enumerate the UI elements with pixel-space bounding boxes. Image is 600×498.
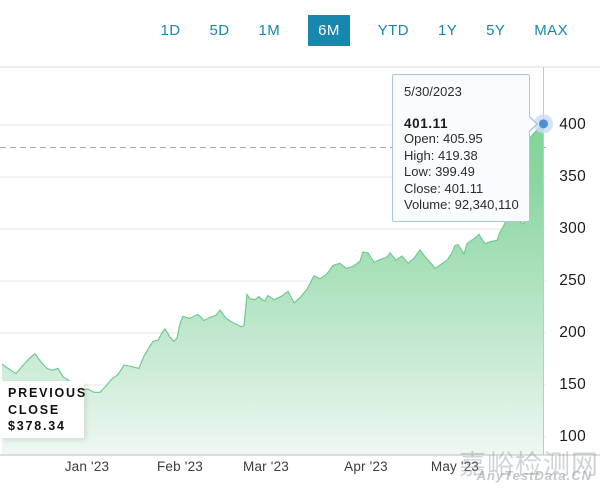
tab-5y[interactable]: 5Y [486, 22, 506, 39]
y-axis-label: 300 [559, 220, 586, 237]
tooltip-row-open: Open: 405.95 [404, 131, 483, 146]
x-axis-label: Mar '23 [243, 459, 289, 474]
tab-1d[interactable]: 1D [160, 22, 181, 39]
previous-close-value: $378.34 [8, 419, 66, 433]
y-axis-label: 400 [559, 116, 586, 133]
previous-close-box: PREVIOUS CLOSE $378.34 [0, 381, 87, 438]
tooltip-row-volume: Volume: 92,340,110 [404, 197, 519, 212]
x-axis-label: Feb '23 [156, 459, 203, 474]
price-area-fill [2, 123, 543, 456]
tooltip-row-low: Low: 399.49 [404, 164, 475, 179]
price-line [1, 123, 544, 397]
previous-close-label-2: CLOSE [8, 402, 61, 417]
tab-6m[interactable]: 6M [308, 15, 350, 46]
tooltip-row-close: Close: 401.11 [404, 180, 484, 196]
tab-5d[interactable]: 5D [209, 22, 230, 39]
tab-1m[interactable]: 1M [258, 22, 281, 39]
y-axis-label: 350 [559, 168, 586, 185]
tooltip-row-high: High: 419.38 [404, 147, 478, 163]
crosshair-and-marker [0, 67, 600, 456]
range-tab-bar: 1D 5D 1M 6M YTD 1Y 5Y MAX [160, 15, 569, 46]
tooltip-arrow-fill [527, 115, 536, 133]
tooltip-stats: Open: 405.95 High: 419.38 Low: 399.49 Close… [404, 131, 519, 214]
y-axis-label: 100 [559, 428, 586, 445]
tab-1y[interactable]: 1Y [437, 22, 458, 39]
tooltip-date: 5/30/2023 [404, 84, 462, 99]
last-price-dot [539, 119, 548, 129]
x-axis-label: May '23 [430, 459, 480, 474]
previous-close-label-1: PREVIOUS [8, 386, 87, 400]
tooltip-price: 401.11 [404, 116, 449, 131]
y-axis-label: 200 [559, 324, 586, 341]
y-axis-label: 250 [559, 272, 586, 289]
tab-ytd[interactable]: YTD [377, 22, 409, 39]
price-series [1, 123, 544, 456]
x-axis-label: Jan '23 [64, 459, 110, 474]
ohlc-tooltip: 5/30/2023 401.11 Open: 405.95 High: 419.3… [392, 74, 538, 222]
tab-max[interactable]: MAX [534, 22, 568, 39]
x-axis-label: Apr '23 [344, 459, 388, 474]
y-axis-label: 150 [559, 376, 586, 393]
